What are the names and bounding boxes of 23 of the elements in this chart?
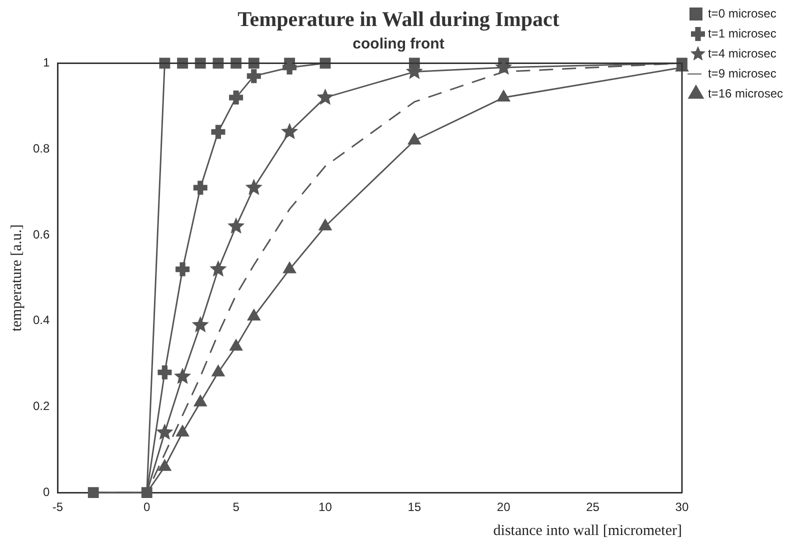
x-tick-label: 0 [144, 500, 151, 514]
y-tick-label: 0.2 [32, 399, 50, 414]
x-tick-label: 5 [232, 500, 240, 514]
x-tick-label: 30 [675, 500, 689, 514]
x-tick-label: 25 [586, 500, 600, 514]
legend-label: t=1 microsec [708, 26, 776, 40]
y-tick-label: 0.6 [32, 227, 50, 242]
y-tick-label: 0.8 [32, 141, 50, 156]
chart-title: Temperature in Wall during Impact [238, 7, 560, 32]
x-tick-label: -5 [52, 500, 64, 514]
legend-label: t=0 microsec [708, 6, 776, 20]
x-tick-label: 10 [318, 500, 332, 514]
x-tick-label: 15 [408, 500, 422, 514]
legend-label: t=9 microsec [708, 66, 776, 80]
y-tick-label: 0 [42, 484, 50, 499]
y-tick-label: 0.4 [32, 313, 50, 328]
y-tick-label: 1 [42, 56, 50, 70]
y-axis-title: temperature [a.u.] [8, 224, 25, 332]
x-tick-label: 20 [496, 500, 511, 514]
x-axis-title: distance into wall [micrometer] [493, 522, 682, 539]
legend-label: t=4 microsec [708, 46, 776, 60]
legend-label: t=16 microsec [708, 86, 783, 100]
chart-subtitle: cooling front [352, 35, 444, 52]
